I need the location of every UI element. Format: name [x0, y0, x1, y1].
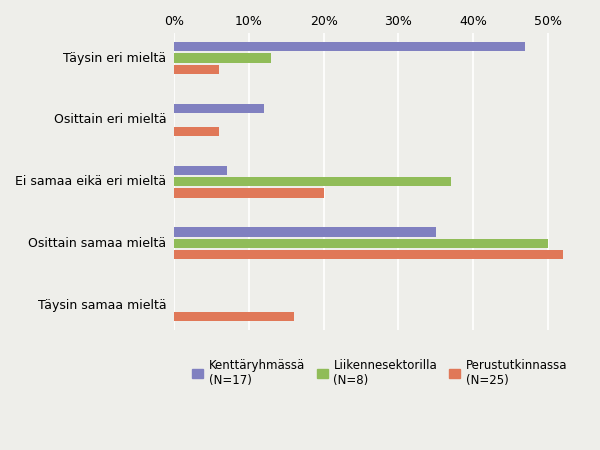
Bar: [175, 166, 227, 175]
Bar: [175, 188, 324, 198]
Bar: [175, 104, 264, 113]
Bar: [175, 250, 563, 259]
Bar: [175, 126, 219, 136]
Legend: Kenttäryhmässä
(N=17), Liikennesektorilla
(N=8), Perustutkinnassa
(N=25): Kenttäryhmässä (N=17), Liikennesektorill…: [188, 354, 572, 392]
Bar: [175, 42, 525, 51]
Bar: [175, 239, 548, 248]
Bar: [175, 65, 219, 74]
Bar: [175, 177, 451, 186]
Bar: [175, 54, 271, 63]
Bar: [175, 227, 436, 237]
Bar: [175, 312, 294, 321]
